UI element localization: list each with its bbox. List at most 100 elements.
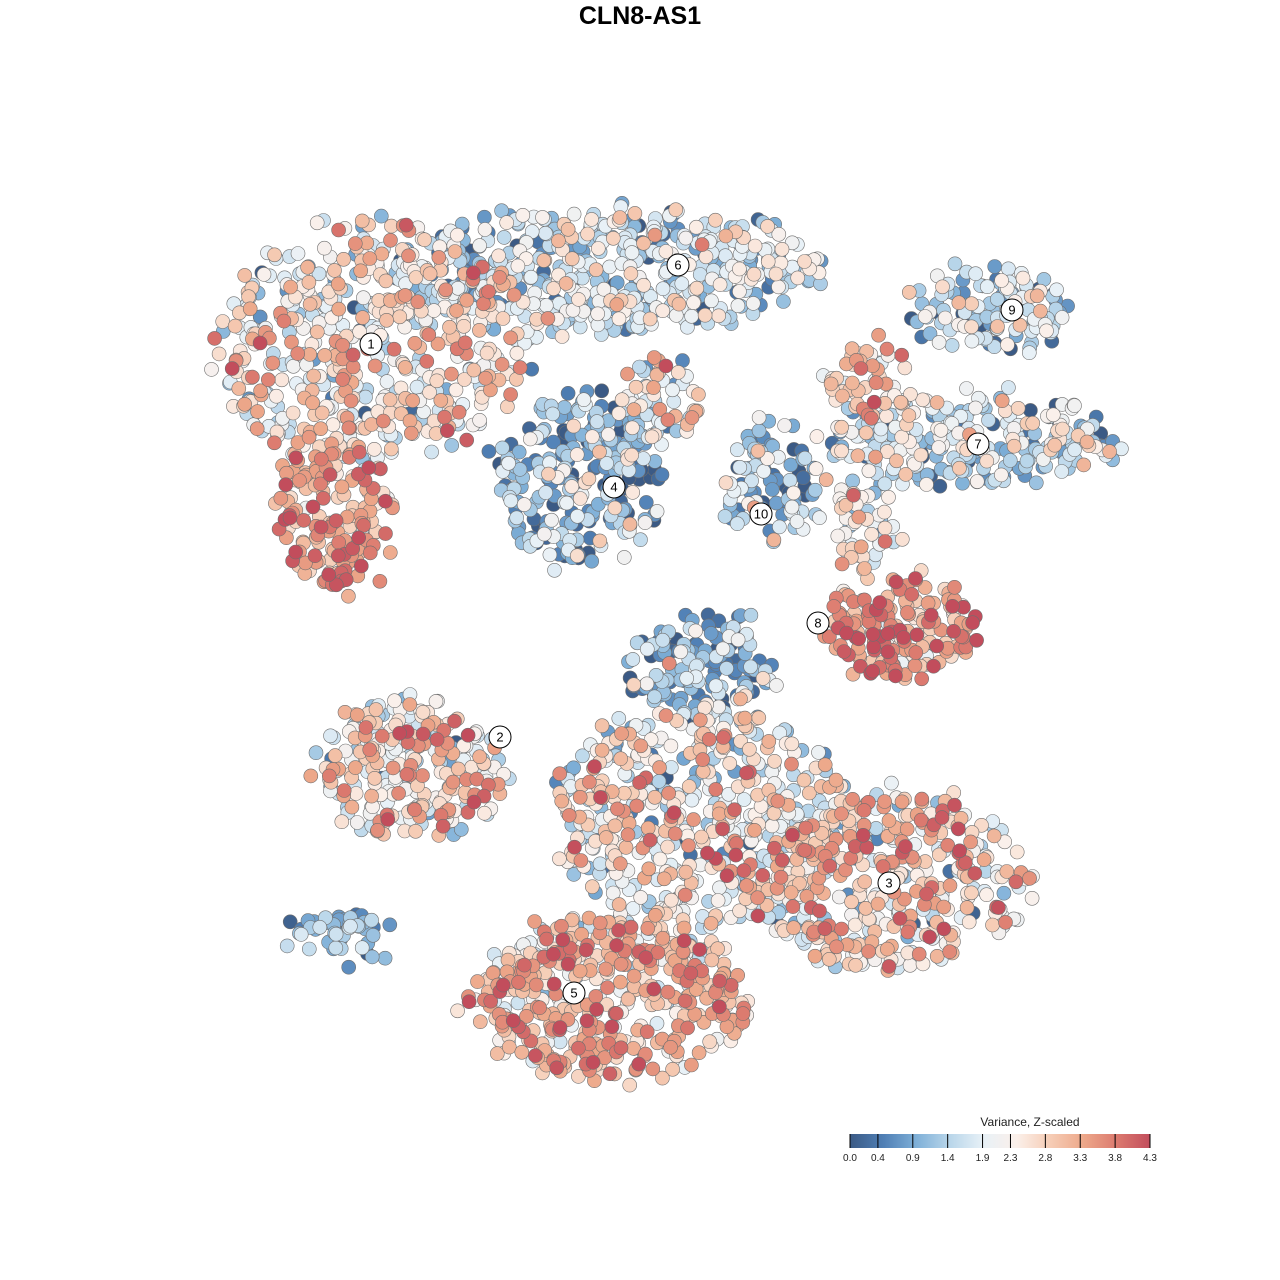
data-point xyxy=(632,775,647,790)
data-point xyxy=(626,677,642,693)
data-point xyxy=(625,901,641,916)
data-point xyxy=(853,361,869,376)
data-point xyxy=(798,820,814,836)
data-point xyxy=(472,412,487,428)
data-point xyxy=(807,948,823,964)
data-point xyxy=(307,548,323,564)
data-point xyxy=(996,885,1012,901)
data-point xyxy=(761,734,777,749)
data-point xyxy=(875,859,891,874)
data-point xyxy=(760,219,775,234)
data-point xyxy=(242,301,258,317)
data-point xyxy=(647,689,662,705)
cluster-label-text: 8 xyxy=(814,616,821,631)
data-point xyxy=(372,573,388,589)
data-point xyxy=(415,704,431,720)
data-point xyxy=(640,820,656,836)
data-point xyxy=(362,545,378,561)
data-point xyxy=(774,242,790,257)
data-point xyxy=(477,222,493,237)
data-point xyxy=(863,410,879,426)
data-point xyxy=(592,915,608,931)
data-point xyxy=(888,574,904,590)
data-point xyxy=(362,251,378,266)
data-point xyxy=(931,440,947,455)
data-point xyxy=(747,822,762,838)
data-point xyxy=(644,429,660,445)
data-point xyxy=(959,381,974,396)
data-point xyxy=(343,918,358,934)
data-point xyxy=(322,467,338,483)
data-point xyxy=(861,944,876,959)
data-point xyxy=(503,387,518,402)
data-point xyxy=(845,791,860,807)
data-point xyxy=(689,280,705,296)
data-point xyxy=(892,911,908,926)
data-point xyxy=(834,556,850,572)
data-point xyxy=(501,1039,517,1055)
data-point xyxy=(517,957,532,973)
data-point xyxy=(532,1000,547,1016)
data-point xyxy=(976,852,992,867)
data-point xyxy=(313,451,329,467)
data-point xyxy=(964,333,980,349)
data-point xyxy=(922,326,938,341)
data-point xyxy=(649,504,665,519)
data-point xyxy=(947,579,962,595)
data-point xyxy=(897,360,913,376)
data-point xyxy=(335,337,350,353)
data-point xyxy=(715,641,731,657)
data-point xyxy=(648,667,664,683)
data-point xyxy=(871,327,886,343)
data-point xyxy=(444,438,460,453)
data-point xyxy=(880,644,896,660)
data-point xyxy=(908,571,923,586)
data-point xyxy=(919,886,934,902)
data-point xyxy=(245,369,260,385)
data-point xyxy=(655,930,671,946)
data-point xyxy=(231,381,247,396)
data-point xyxy=(879,408,894,424)
data-point xyxy=(818,472,834,488)
data-point xyxy=(308,745,324,761)
data-point xyxy=(509,510,525,526)
data-point xyxy=(273,490,289,506)
data-point xyxy=(739,765,754,781)
data-point xyxy=(633,890,649,905)
data-point xyxy=(773,869,789,885)
data-point xyxy=(424,444,439,460)
data-point xyxy=(547,562,562,578)
data-point xyxy=(506,287,522,303)
data-point xyxy=(336,251,351,267)
data-point xyxy=(269,388,284,404)
data-point xyxy=(677,887,693,903)
data-point xyxy=(858,900,874,916)
data-point xyxy=(575,748,590,764)
data-point xyxy=(594,718,610,734)
data-point xyxy=(334,814,350,830)
cluster-label-text: 2 xyxy=(496,730,503,745)
data-point xyxy=(609,1006,624,1021)
data-point xyxy=(636,277,651,293)
data-point xyxy=(354,940,370,956)
data-point xyxy=(834,419,849,435)
data-point xyxy=(868,449,883,465)
data-point xyxy=(584,212,599,227)
cluster-label-1: 1 xyxy=(359,332,383,356)
data-point xyxy=(809,429,825,444)
data-point xyxy=(611,711,627,726)
data-point xyxy=(739,878,754,893)
data-point xyxy=(942,944,958,960)
data-point xyxy=(768,266,784,282)
data-point xyxy=(336,783,352,798)
data-point xyxy=(760,254,776,269)
data-point xyxy=(646,380,661,395)
data-point xyxy=(362,742,378,758)
data-point xyxy=(546,946,561,962)
data-point xyxy=(472,1014,488,1030)
data-point xyxy=(655,281,671,297)
data-point xyxy=(785,899,801,914)
data-point xyxy=(428,694,444,709)
data-point xyxy=(613,751,629,767)
cluster-label-text: 10 xyxy=(754,507,768,522)
